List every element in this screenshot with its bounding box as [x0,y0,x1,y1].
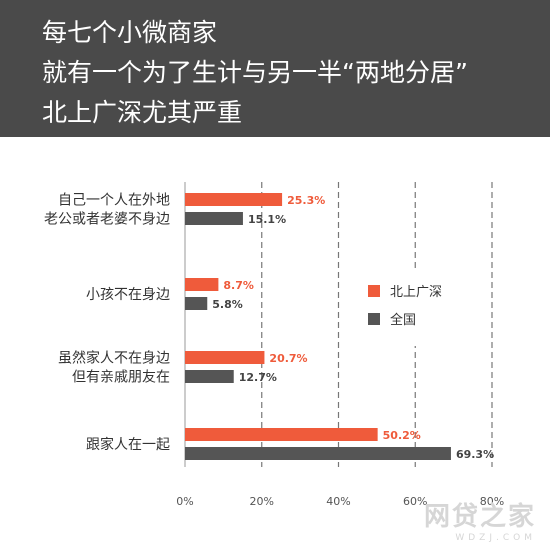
bar-value-label: 69.3% [456,448,494,461]
bar-national [185,212,243,225]
category-label: 但有亲戚朋友在 [72,370,170,386]
bar-value-label: 15.1% [248,213,286,226]
bar-tier1 [185,278,219,291]
x-tick-label: 0% [176,495,193,508]
bar-national [185,447,451,460]
legend-label: 全国 [390,312,416,328]
bar-value-label: 25.3% [287,194,325,207]
x-tick-label: 80% [480,495,504,508]
category-label: 自己一个人在外地 [58,193,170,209]
bar-value-label: 20.7% [269,352,307,365]
bar-value-label: 5.8% [212,298,243,311]
x-tick-label: 40% [326,495,350,508]
bar-national [185,370,234,383]
category-label: 小孩不在身边 [86,287,170,303]
legend-swatch [368,285,380,297]
bar-value-label: 8.7% [223,279,254,292]
title-line-2: 就有一个为了生计与另一半“两地分居” [42,58,468,87]
x-tick-label: 60% [403,495,427,508]
bar-tier1 [185,428,378,441]
title-banner: 每七个小微商家 就有一个为了生计与另一半“两地分居” 北上广深尤其严重 [0,0,550,137]
category-label: 跟家人在一起 [86,436,170,453]
legend-swatch [368,313,380,325]
title-line-3: 北上广深尤其严重 [42,98,243,127]
category-label: 虽然家人不在身边 [58,350,170,367]
bar-value-label: 12.7% [239,371,277,384]
bar-tier1 [185,193,283,206]
bar-national [185,297,208,310]
legend-box [350,269,466,346]
bar-tier1 [185,351,265,364]
title-line-1: 每七个小微商家 [42,18,218,47]
bar-value-label: 50.2% [383,429,421,442]
category-label: 老公或者老婆不身边 [44,212,170,228]
bar-chart: 0% 20% 40% 60% 80% 自己一个人在外地老公或者老婆不身边小孩不在身边虽然家… [44,182,504,508]
x-tick-label: 20% [250,495,274,508]
legend-label: 北上广深 [390,285,442,300]
